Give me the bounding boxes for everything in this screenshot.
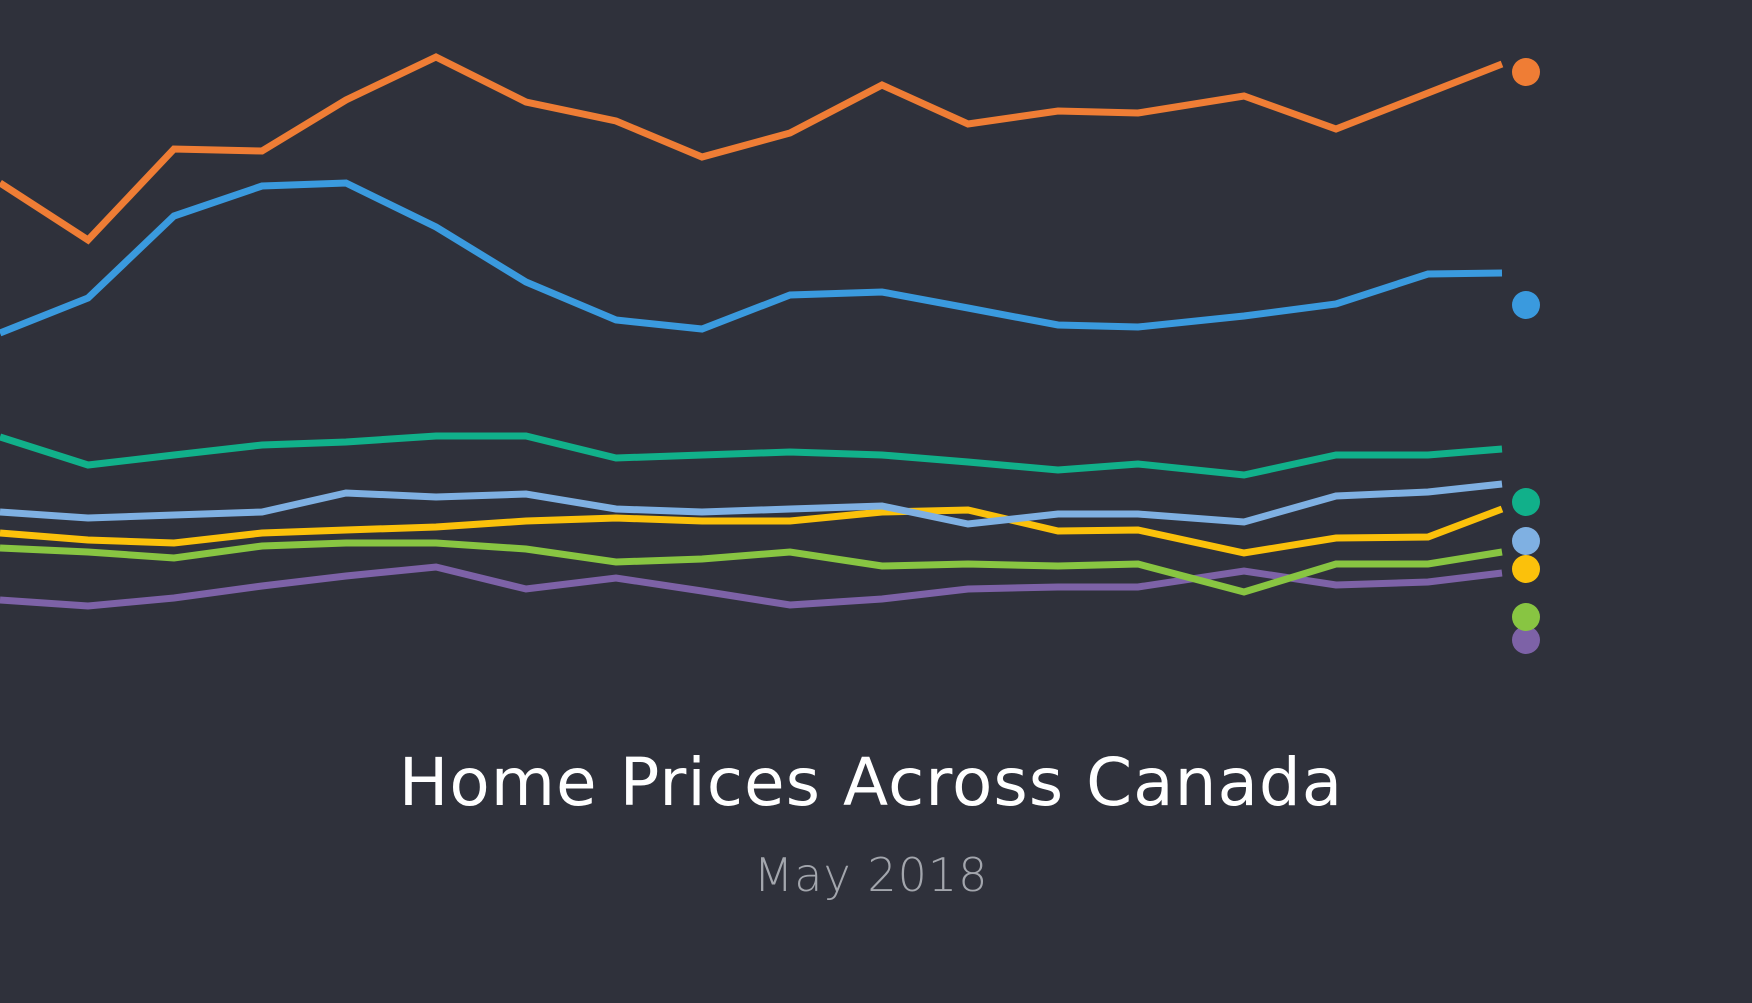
chart-subtitle: May 2018 <box>753 848 989 902</box>
series-line-3 <box>0 432 1503 479</box>
series-end-dot-2 <box>1512 291 1540 319</box>
series-line-1 <box>0 53 1504 245</box>
series-end-dot-7 <box>1512 626 1540 654</box>
series-end-dot-6 <box>1512 603 1540 631</box>
chart-title: Home Prices Across Canada <box>398 744 1344 821</box>
series-line-4 <box>0 480 1503 528</box>
series-line-7 <box>0 563 1503 610</box>
series-end-dot-4 <box>1512 527 1540 555</box>
series-layer <box>0 53 1540 654</box>
series-end-dot-1 <box>1512 58 1540 86</box>
series-line-5 <box>0 505 1504 557</box>
series-end-dot-5 <box>1512 555 1540 583</box>
series-line-2 <box>0 179 1503 337</box>
series-line-6 <box>0 539 1503 596</box>
series-end-dot-3 <box>1512 488 1540 516</box>
